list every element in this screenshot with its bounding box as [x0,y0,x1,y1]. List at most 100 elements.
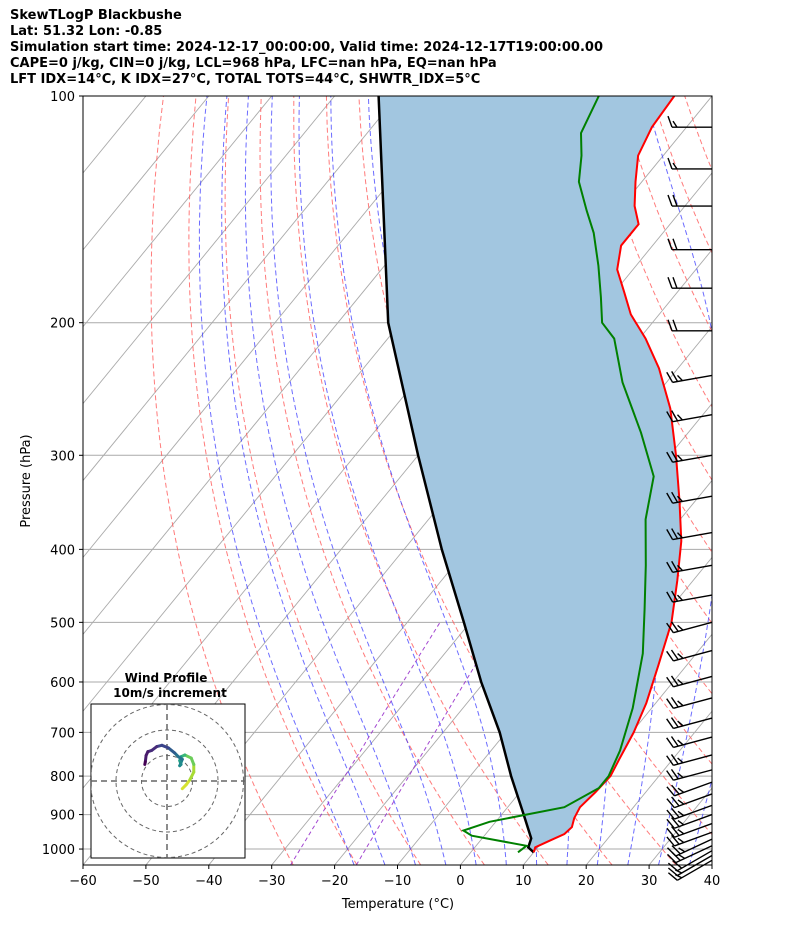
wind-barb-feather [672,276,678,289]
moist-adiabat [221,96,386,865]
wind-barb-shaft [672,454,713,463]
wind-barb-feather [666,411,674,423]
wind-barb-shaft [672,594,713,603]
wind-barb [666,675,713,688]
wind-barb [666,410,713,423]
wind-barb-feather [666,676,674,688]
wind-barb-feather [670,754,679,765]
wind-barb-feather [676,564,683,572]
temperature-profile-line [532,96,683,853]
wind-barb-feather [667,862,678,872]
wind-barb-feather [676,374,683,382]
wind-barb-shaft [675,838,713,857]
wind-barb-feather [671,528,679,540]
wind-barb-feather [672,319,678,332]
wind-barb-feather [666,827,675,838]
wind-barb-feather [671,450,679,462]
y-tick-label: 400 [50,543,75,558]
wind-barb-shaft [673,675,713,688]
wind-barb-shaft [673,736,713,749]
x-tick-label: −40 [195,874,222,889]
hodograph-inner [91,704,245,858]
moist-adiabat [244,96,416,865]
wind-barb [666,838,713,857]
wind-barb-feather [678,847,686,853]
wind-barb-feather [677,720,684,727]
wind-barb-feather [671,845,681,855]
hodograph-subtitle: 10m/s increment [113,686,227,700]
wind-barb-feather [666,591,674,603]
isotherm-line [0,96,20,865]
isotherm-line [83,96,210,251]
dry-adiabat [750,96,794,865]
wind-barb-feather [666,529,674,540]
parcel-profile-line [377,96,535,854]
wind-barb-feather [666,755,674,766]
dry-adiabat [259,96,485,865]
chart-title: SkewTLogP Blackbushe [10,8,182,23]
hodograph-segment [143,760,147,766]
wind-barb-shaft [677,854,713,877]
wind-barb-shaft [674,781,713,797]
dry-adiabat [684,96,712,172]
wind-barb-feather [666,798,675,809]
wind-barb-feather [667,867,678,877]
wind-barb-feather [677,739,684,746]
moist-adiabat [720,96,794,865]
mixing-ratio-line [290,622,441,865]
wind-barb-shaft [672,414,713,423]
x-tick-label: 20 [578,874,595,889]
wind-barb [666,736,713,749]
chart-header: SkewTLogP Blackbushe Lat: 51.32 Lon: -0.… [10,8,603,88]
dry-adiabat [717,96,794,865]
wind-barb-feather [671,784,680,795]
moist-adiabat [298,96,477,865]
isotherm-line [83,96,461,559]
wind-barb-feather [671,807,680,818]
wind-barb-feather [670,621,679,632]
wind-barb-shaft [674,813,713,829]
isotherm-line [83,96,335,405]
wind-barb [667,319,712,332]
wind-barb [666,804,713,820]
wind-barb-shaft [675,845,713,864]
y-tick-label: 1000 [42,843,75,858]
wind-barb [666,371,713,384]
wind-barb [666,621,713,634]
wind-barb-shaft [674,822,713,838]
moist-adiabat [330,96,507,865]
x-axis-label: Temperature (°C) [341,897,454,912]
wind-barb [666,754,713,766]
parcel-temperature-shading [378,96,682,853]
x-tick-label: −10 [384,874,411,889]
wind-barb-feather [667,115,673,128]
wind-barb-feather [677,810,685,817]
wind-barb-feather [676,594,683,601]
wind-barb-feather [677,700,684,707]
dry-adiabat [150,96,294,865]
y-tick-label: 500 [50,616,75,631]
wind-barb-feather [677,624,684,631]
y-tick-label: 300 [50,449,75,464]
dry-adiabat [188,96,358,865]
moist-adiabat [644,96,712,865]
wind-barb-feather [670,649,679,660]
wind-barb-feather [671,590,679,602]
wind-barb-feather [667,872,678,881]
wind-barb [666,793,713,809]
wind-barb-feather [666,451,674,463]
moist-adiabat [688,777,712,865]
wind-barb-shaft [673,769,713,781]
axis-ticks: −60 −50 −40 −30 −20 −10 0 10 20 30 40 1000 900 800 700… [42,90,720,889]
wind-barb-feather [677,837,685,844]
wind-barb-feather [672,120,678,128]
wind-barb-feather [677,678,684,685]
wind-barb-shaft [674,831,713,847]
wind-barb [666,831,713,847]
wind-barb [666,560,713,573]
wind-barb-feather [677,799,685,805]
wind-barb-feather [667,238,673,250]
y-tick-label: 600 [50,676,75,691]
wind-barb-feather [676,532,683,539]
